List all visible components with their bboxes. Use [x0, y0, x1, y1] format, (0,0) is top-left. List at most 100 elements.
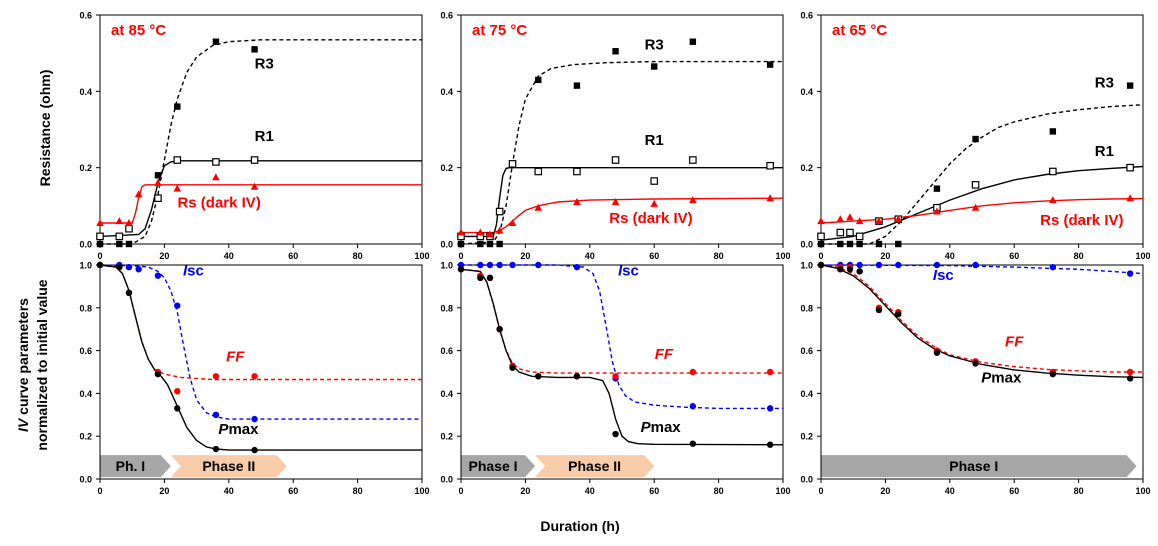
marker-r1	[971, 181, 980, 189]
y-axis-label-resistance: Resistance (ohm)	[37, 70, 53, 187]
y-tick-label: 0.2	[800, 432, 813, 442]
fit-curve-ff	[99, 264, 422, 381]
marker-isc	[496, 261, 503, 269]
marker-pmax	[846, 266, 854, 273]
y-tick-label: 0.6	[79, 346, 92, 356]
marker-r3	[457, 240, 465, 248]
marker-pmax	[509, 364, 516, 371]
marker-pmax	[875, 306, 883, 314]
y-axis-label-iv: IV curve parameters	[15, 298, 31, 432]
y-axis-label-iv-rest: curve parameters	[15, 298, 31, 419]
series-label: Rs (dark IV)	[177, 195, 260, 212]
y-tick-label: 0.0	[79, 475, 92, 485]
marker-ff	[766, 368, 774, 376]
y-tick-label: 1.0	[800, 261, 813, 271]
series-label: FF	[1005, 333, 1024, 350]
x-tick-label: 40	[945, 486, 955, 496]
panel-title: at 85 °C	[111, 22, 166, 39]
x-tick-label: 0	[458, 486, 463, 496]
series-label-italic: FF	[655, 346, 674, 363]
marker-r1	[534, 167, 543, 176]
marker-rs-dark-iv-	[971, 203, 980, 211]
x-axis-label: Duration (h)	[540, 518, 619, 534]
marker-r3	[933, 185, 941, 192]
marker-rs-dark-iv-	[476, 228, 485, 236]
marker-pmax	[856, 268, 863, 275]
phase-arrow	[821, 455, 1137, 478]
marker-r3	[651, 63, 658, 70]
marker-r1	[611, 156, 620, 164]
y-tick-label: 0.6	[800, 346, 813, 356]
marker-r1	[154, 194, 162, 203]
marker-rs-dark-iv-	[457, 228, 465, 236]
marker-isc	[135, 266, 142, 273]
y-tick-label: 0.0	[800, 475, 813, 485]
marker-r3	[837, 240, 844, 248]
marker-r3	[689, 38, 697, 45]
phase-label: Phase I	[949, 458, 998, 474]
plot-frame	[460, 14, 784, 245]
marker-ff	[212, 373, 220, 380]
marker-isc	[486, 261, 494, 269]
marker-r3	[1049, 128, 1057, 135]
y-tick-label: 0.2	[79, 163, 92, 173]
marker-rs-dark-iv-	[115, 217, 124, 225]
marker-isc	[1126, 270, 1134, 277]
panel-resistance-2: 0.0 0.2 0.4 0.6 0 20 40 60 80 100 at 75 °C R3 R1 Rs (…	[440, 11, 790, 262]
marker-r3	[573, 82, 581, 89]
marker-pmax	[689, 440, 697, 447]
y-tick-label: 0.8	[800, 303, 813, 313]
marker-rs-dark-iv-	[212, 173, 220, 181]
marker-ff	[1126, 368, 1134, 376]
x-tick-label: 40	[224, 251, 234, 261]
plot-frame	[820, 264, 1144, 480]
plot-frame	[460, 264, 784, 480]
x-tick-label: 80	[714, 486, 724, 496]
marker-r3	[612, 48, 619, 55]
marker-r1	[766, 161, 774, 170]
series-label: FF	[226, 348, 245, 365]
series-label: FF	[655, 346, 674, 363]
x-tick-label: 100	[775, 251, 790, 261]
x-tick-label: 40	[224, 486, 234, 496]
marker-r1	[846, 228, 854, 237]
fit-curve-r3	[821, 104, 1144, 245]
x-tick-label: 0	[818, 486, 823, 496]
marker-rs-dark-iv-	[817, 217, 825, 225]
marker-pmax	[933, 349, 941, 356]
y-tick-label: 1.0	[440, 261, 453, 271]
marker-rs-dark-iv-	[134, 190, 143, 198]
marker-r3	[856, 240, 863, 248]
marker-rs-dark-iv-	[486, 230, 494, 238]
plot-frame	[99, 264, 423, 480]
marker-r3	[154, 172, 162, 179]
fit-curve-ff	[820, 264, 1143, 373]
marker-rs-dark-iv-	[766, 194, 774, 202]
x-tick-label: 60	[649, 251, 659, 261]
marker-isc	[933, 261, 941, 269]
marker-r3	[895, 240, 902, 248]
marker-ff	[612, 373, 619, 380]
marker-pmax	[1126, 375, 1134, 382]
marker-pmax	[1049, 370, 1057, 378]
phase-arrow	[100, 455, 171, 478]
y-tick-label: 0.2	[800, 163, 813, 173]
marker-ff	[174, 388, 181, 395]
y-tick-label: 0.4	[79, 87, 92, 97]
y-tick-label: 0.2	[440, 432, 453, 442]
marker-r1	[173, 156, 182, 164]
x-tick-label: 100	[414, 486, 429, 496]
marker-r1	[817, 232, 825, 241]
marker-pmax	[535, 373, 542, 380]
x-tick-label: 20	[880, 486, 890, 496]
series-label: R3	[255, 55, 274, 72]
plots-group: 0.0 0.2 0.4 0.6 0 20 40 60 80 100 at 85 °C R3 R1 Rs (…	[79, 11, 1150, 497]
marker-r1	[573, 167, 581, 176]
y-tick-label: 0.2	[440, 163, 453, 173]
marker-r3	[1126, 82, 1134, 89]
y-axis-label-iv-line2: normalized to initial value	[34, 279, 50, 450]
panel-title: at 75 °C	[472, 22, 527, 39]
marker-pmax	[837, 266, 844, 273]
marker-isc	[972, 261, 979, 269]
